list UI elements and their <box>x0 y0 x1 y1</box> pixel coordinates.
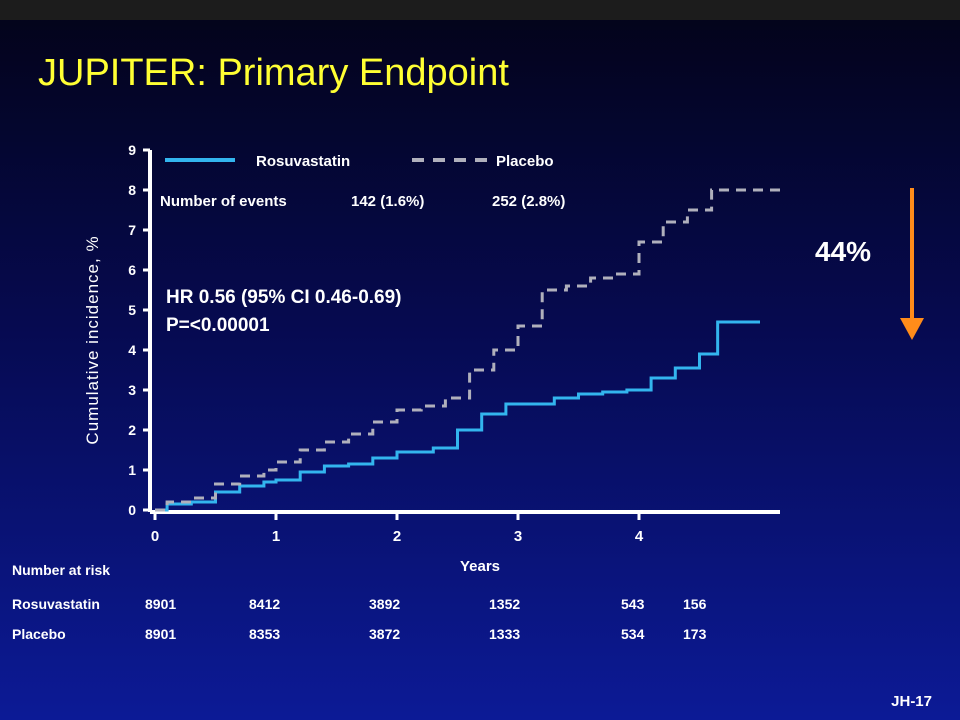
series-line-placebo <box>155 188 785 512</box>
risk-cell: 3872 <box>369 626 401 642</box>
series-layer <box>155 188 785 512</box>
risk-cell: 543 <box>621 596 645 612</box>
x-axis-label: Years <box>460 558 500 575</box>
events-rosuvastatin: 142 (1.6%) <box>351 193 424 210</box>
slide-title: JUPITER: Primary Endpoint <box>38 52 509 94</box>
slide-id: JH-17 <box>891 693 932 710</box>
hazard-ratio-text: HR 0.56 (95% CI 0.46-0.69) <box>166 287 402 308</box>
x-tick-label: 2 <box>393 528 401 545</box>
x-ticks: 0 1 2 3 4 <box>151 512 644 545</box>
y-tick-label: 3 <box>128 382 136 398</box>
risk-row-rosuvastatin: Rosuvastatin 8901 8412 3892 1352 543 156 <box>12 596 952 614</box>
y-tick-label: 1 <box>128 462 136 478</box>
y-tick-label: 5 <box>128 302 136 318</box>
y-tick-label: 7 <box>128 222 136 238</box>
legend: Rosuvastatin Placebo <box>165 153 554 170</box>
risk-row-name: Rosuvastatin <box>12 596 100 612</box>
top-bar <box>0 0 960 20</box>
y-tick-label: 8 <box>128 182 136 198</box>
y-tick-label: 9 <box>128 142 136 158</box>
risk-cell: 8901 <box>145 596 177 612</box>
legend-label-placebo: Placebo <box>496 153 554 170</box>
risk-cell: 3892 <box>369 596 401 612</box>
risk-row-name: Placebo <box>12 626 66 642</box>
risk-cell: 534 <box>621 626 645 642</box>
x-tick-label: 0 <box>151 528 159 545</box>
risk-table-label: Number at risk <box>12 562 111 578</box>
risk-reduction-label: 44% <box>815 236 871 267</box>
p-value-text: P=<0.00001 <box>166 315 270 336</box>
series-line-rosuvastatin <box>155 320 760 512</box>
y-axis-label: Cumulative incidence, % <box>83 235 102 444</box>
risk-row-placebo: Placebo 8901 8353 3872 1333 534 173 <box>12 626 952 644</box>
x-tick-label: 3 <box>514 528 522 545</box>
risk-cell: 1333 <box>489 626 521 642</box>
events-row: Number of events 142 (1.6%) 252 (2.8%) <box>160 193 565 210</box>
legend-label-rosuvastatin: Rosuvastatin <box>256 153 350 170</box>
y-tick-label: 6 <box>128 262 136 278</box>
risk-cell: 156 <box>683 596 707 612</box>
risk-cell: 8901 <box>145 626 177 642</box>
y-tick-label: 4 <box>128 342 136 358</box>
risk-cell: 8412 <box>249 596 281 612</box>
y-tick-label: 0 <box>128 502 136 518</box>
y-tick-label: 2 <box>128 422 136 438</box>
x-tick-label: 1 <box>272 528 280 545</box>
x-tick-label: 4 <box>635 528 644 545</box>
risk-cell: 8353 <box>249 626 281 642</box>
events-placebo: 252 (2.8%) <box>492 193 565 210</box>
risk-cell: 1352 <box>489 596 521 612</box>
risk-cell: 173 <box>683 626 707 642</box>
events-label: Number of events <box>160 193 287 210</box>
y-ticks: 0 1 2 3 4 5 6 7 8 9 <box>128 142 150 518</box>
chart-axes <box>148 150 780 514</box>
risk-reduction-arrow-icon <box>900 188 924 340</box>
